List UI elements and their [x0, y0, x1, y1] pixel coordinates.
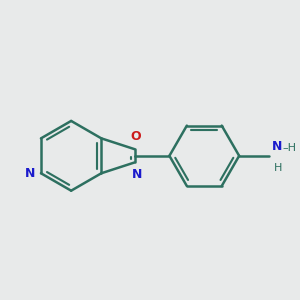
Text: N: N: [25, 167, 35, 180]
Text: H: H: [274, 163, 282, 173]
Text: O: O: [130, 130, 141, 143]
Text: –H: –H: [283, 143, 297, 154]
Text: N: N: [272, 140, 283, 154]
Text: N: N: [132, 168, 142, 181]
